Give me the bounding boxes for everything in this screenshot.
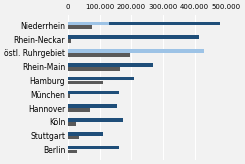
Bar	[68, 91, 119, 94]
Bar	[68, 67, 120, 71]
Bar	[68, 77, 135, 81]
Bar	[68, 104, 117, 108]
Bar	[68, 108, 90, 112]
Bar	[68, 94, 70, 98]
Bar	[68, 136, 79, 139]
Bar	[68, 132, 103, 136]
Bar	[68, 49, 161, 53]
Bar	[68, 53, 130, 57]
Bar	[68, 22, 220, 25]
Bar	[68, 35, 199, 39]
Bar	[68, 49, 204, 53]
Bar	[68, 150, 77, 153]
Bar	[68, 122, 76, 126]
Bar	[68, 146, 119, 149]
Bar	[68, 63, 153, 67]
Bar	[68, 118, 123, 122]
Bar	[68, 22, 109, 25]
Bar	[68, 39, 71, 43]
Bar	[68, 25, 92, 29]
Bar	[68, 81, 103, 84]
